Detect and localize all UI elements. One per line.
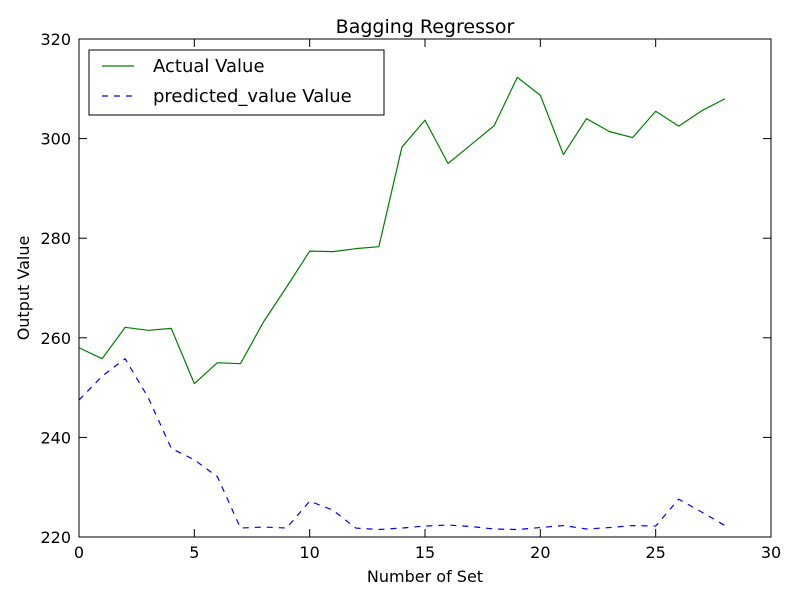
y-tick-label: 260	[40, 329, 71, 348]
y-tick-label: 240	[40, 428, 71, 447]
x-tick-label: 15	[415, 543, 435, 562]
series-layer	[78, 76, 726, 531]
x-tick-label: 20	[530, 543, 550, 562]
chart-title: Bagging Regressor	[336, 16, 515, 38]
y-tick-label: 320	[40, 30, 71, 49]
y-axis-title: Output Value	[14, 236, 33, 341]
y-tick-label: 220	[40, 528, 71, 547]
y-tick-label: 300	[40, 130, 71, 149]
legend-label-actual-value: Actual Value	[153, 56, 265, 77]
x-tick-label: 5	[189, 543, 199, 562]
x-tick-label: 30	[761, 543, 781, 562]
tick-layer: 0 5 10 15 20 25 30 220 240 260 280 300 320	[40, 30, 781, 562]
legend: Actual Value predicted_value Value	[88, 49, 385, 116]
x-tick-label: 10	[299, 543, 319, 562]
legend-label-predicted-value: predicted_value Value	[153, 86, 352, 107]
x-tick-label: 25	[645, 543, 665, 562]
series-line-actual-value	[78, 76, 726, 385]
y-tick-label: 280	[40, 229, 71, 248]
series-line-predicted-value	[78, 358, 726, 531]
x-axis-title: Number of Set	[367, 567, 483, 586]
legend-box	[88, 49, 385, 116]
x-tick-label: 0	[74, 543, 84, 562]
